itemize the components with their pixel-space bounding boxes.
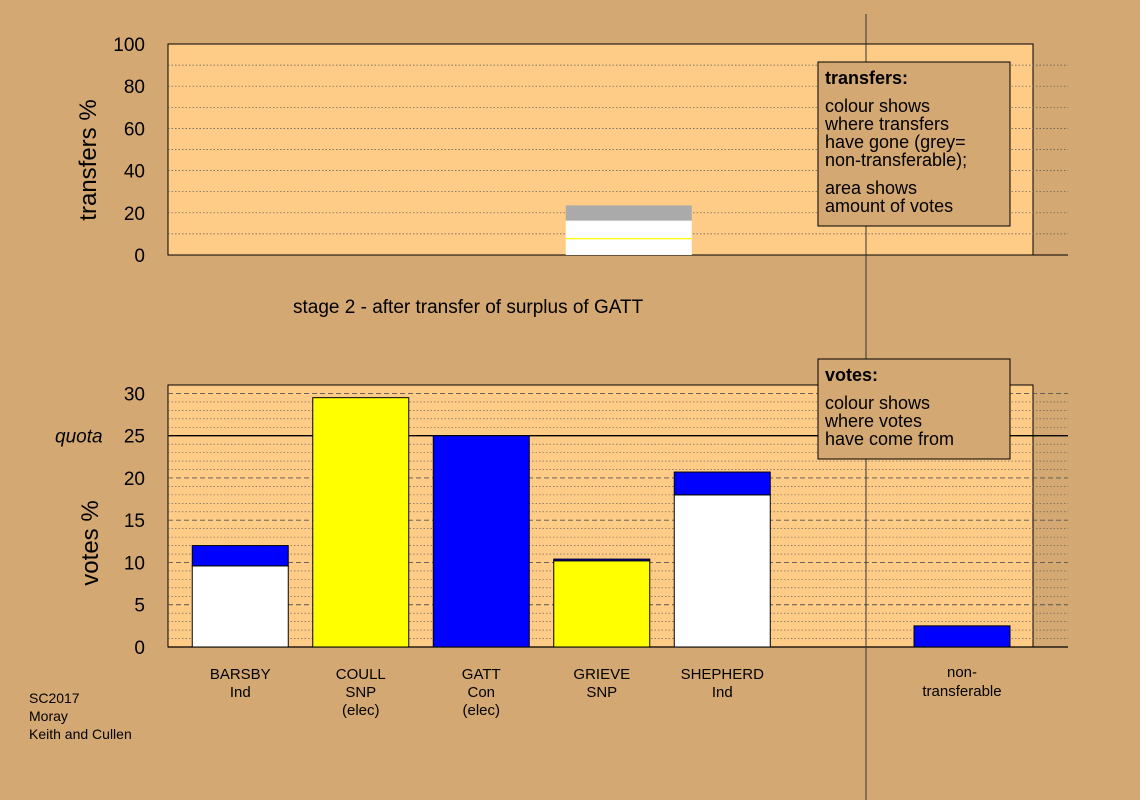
transfers-legend-line: amount of votes [825, 196, 953, 216]
y-tick-label: 25 [124, 427, 145, 448]
transfers-legend-line: area shows [825, 178, 917, 198]
transfers-subtitle: stage 2 - after transfer of surplus of G… [293, 297, 644, 318]
transfers-legend-line: where transfers [824, 114, 949, 134]
transfers-column [565, 205, 692, 255]
y-tick-label: 40 [124, 162, 145, 183]
transfer-segment [565, 239, 692, 255]
y-tick-label: 20 [124, 469, 145, 490]
y-tick-label: 100 [113, 35, 145, 56]
x-tick-label: Con [467, 684, 495, 701]
x-tick-label: GRIEVE [573, 666, 630, 683]
votes-legend-line: where votes [824, 411, 922, 431]
y-tick-label: 20 [124, 204, 145, 225]
x-tick-label: non- [947, 664, 977, 681]
x-tick-label: SHEPHERD [681, 666, 765, 683]
transfer-segment [565, 237, 692, 240]
quota-label: quota [55, 427, 103, 448]
y-tick-label: 0 [134, 246, 145, 267]
votes-x-axis: BARSBYIndCOULLSNP(elec)GATTCon(elec)GRIE… [210, 664, 1002, 719]
footer: SC2017 Moray Keith and Cullen [29, 690, 132, 742]
votes-y-axis: 0 5 10 15 20 25 30 [124, 384, 145, 659]
vote-bar-segment [312, 397, 410, 648]
transfers-legend-title: transfers: [825, 68, 908, 88]
transfer-segment [565, 205, 692, 221]
vote-bar-segment [673, 494, 771, 648]
transfers-y-label: transfers % [75, 99, 102, 220]
x-tick-label: COULL [336, 666, 386, 683]
votes-legend-line: have come from [825, 429, 954, 449]
y-tick-label: 10 [124, 553, 145, 574]
x-tick-label: transferable [922, 683, 1001, 700]
vote-bar-segment [191, 565, 289, 648]
transfers-legend-line: have gone (grey= [825, 132, 966, 152]
transfers-y-axis: 0 20 40 60 80 100 [113, 35, 145, 267]
transfer-segment [565, 220, 692, 238]
x-tick-label: SNP [586, 684, 617, 701]
y-tick-label: 15 [124, 511, 145, 532]
vote-bar-segment [553, 558, 651, 562]
footer-council: Moray [29, 708, 68, 724]
y-tick-label: 80 [124, 77, 145, 98]
vote-bar-segment [553, 560, 651, 648]
vote-bar-segment [432, 435, 530, 648]
x-tick-label: (elec) [342, 702, 380, 719]
x-tick-label: Ind [712, 684, 733, 701]
transfers-legend: transfers: colour shows where transfers … [817, 61, 1011, 227]
votes-bars [191, 397, 1011, 648]
x-tick-label: GATT [462, 666, 501, 683]
votes-y-label: votes % [77, 500, 104, 585]
y-tick-label: 0 [134, 638, 145, 659]
y-tick-label: 60 [124, 119, 145, 140]
y-tick-label: 30 [124, 384, 145, 405]
vote-bar-segment [191, 545, 289, 567]
footer-ward: Keith and Cullen [29, 726, 132, 742]
x-tick-label: BARSBY [210, 666, 271, 683]
transfers-legend-line: non-transferable); [825, 150, 967, 170]
transfers-legend-line: colour shows [825, 96, 930, 116]
nontransferable-bar [913, 625, 1011, 648]
footer-election: SC2017 [29, 690, 80, 706]
x-tick-label: SNP [345, 684, 376, 701]
x-tick-label: (elec) [462, 702, 500, 719]
vote-bar-segment [673, 471, 771, 496]
votes-legend-line: colour shows [825, 393, 930, 413]
votes-legend-title: votes: [825, 365, 878, 385]
y-tick-label: 5 [134, 596, 145, 617]
votes-legend: votes: colour shows where votes have com… [817, 358, 1011, 460]
x-tick-label: Ind [230, 684, 251, 701]
